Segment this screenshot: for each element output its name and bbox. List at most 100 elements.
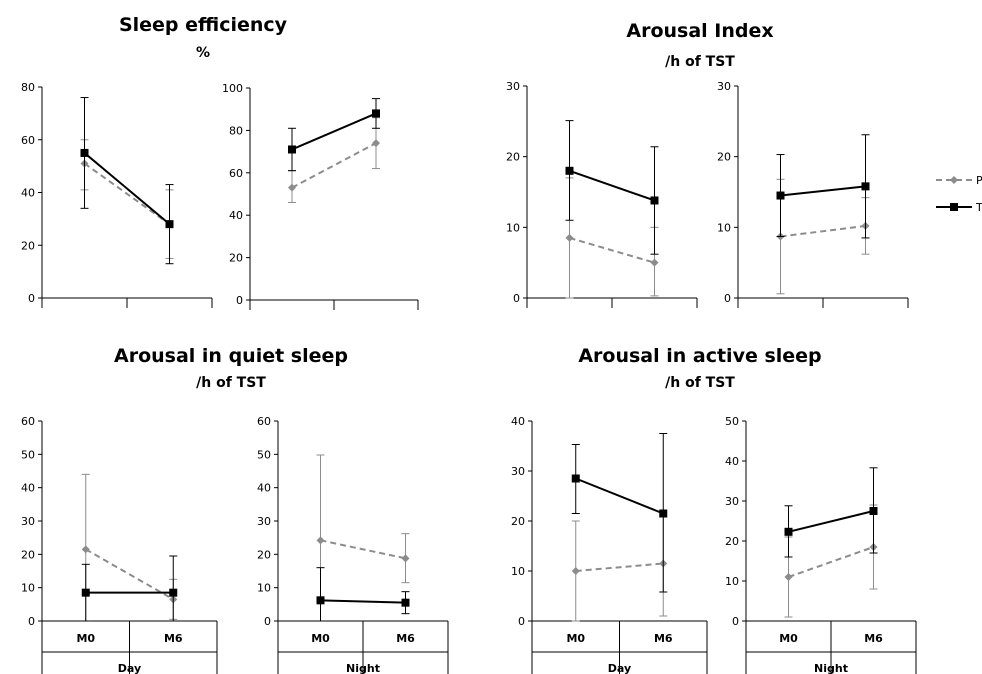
series-P — [316, 454, 410, 622]
group-label: Night — [346, 662, 380, 674]
legend: PT — [936, 174, 982, 214]
series-P — [81, 473, 178, 622]
panel-title-arousal-index: Arousal Index — [626, 20, 773, 42]
chart-7: 0 10 20 30 40 M0 M6 Day — [511, 415, 708, 674]
series-P — [565, 177, 659, 299]
data-point — [776, 191, 785, 200]
chart-2: 0 20 40 60 80 100 — [222, 82, 419, 310]
chart-5: 0 10 20 30 40 50 60 M0 M6 Day — [21, 415, 218, 674]
data-point — [571, 567, 580, 575]
data-point — [784, 527, 793, 536]
legend-swatch-marker — [950, 176, 958, 184]
data-point — [165, 220, 174, 229]
series-line — [83, 152, 171, 225]
y-tick-label: 30 — [257, 515, 271, 528]
series-line — [291, 112, 377, 151]
y-tick-label: 30 — [511, 465, 525, 478]
data-point — [81, 545, 90, 554]
x-tick-label: M6 — [396, 632, 415, 645]
y-tick-label: 20 — [511, 515, 525, 528]
series-line — [291, 142, 377, 189]
x-tick-label: M0 — [566, 632, 585, 645]
series-line — [569, 169, 655, 202]
data-point — [861, 182, 870, 191]
chart-6: 0 10 20 30 40 50 60 M0 M6 Night — [257, 415, 449, 674]
data-point — [80, 148, 89, 157]
data-point — [650, 258, 659, 267]
data-point — [565, 166, 574, 175]
series-T — [571, 433, 668, 593]
y-tick-label: 0 — [732, 615, 739, 628]
panel-title-arousal-quiet-sleep: Arousal in quiet sleep — [114, 345, 348, 367]
y-tick-label: 0 — [724, 292, 731, 305]
y-tick-label: 20 — [257, 548, 271, 561]
group-label: Night — [814, 662, 848, 674]
data-point — [650, 196, 659, 205]
series-line — [85, 548, 174, 601]
y-tick-label: 40 — [725, 455, 739, 468]
series-P — [776, 178, 870, 295]
series-T — [316, 567, 410, 622]
x-tick-label: M6 — [164, 632, 183, 645]
y-tick-label: 60 — [21, 134, 35, 147]
panel-subtitle-arousal-index: /h of TST — [665, 54, 735, 70]
y-tick-label: 20 — [21, 548, 35, 561]
series-T — [784, 467, 878, 558]
chart-8: 0 10 20 30 40 50 M0 M6 Night — [725, 415, 917, 674]
data-point — [372, 139, 380, 148]
data-point — [316, 596, 325, 605]
y-tick-label: 0 — [513, 292, 520, 305]
data-point — [372, 109, 380, 118]
series-line — [788, 510, 874, 533]
data-point — [401, 598, 410, 607]
legend-entry-P: P — [936, 174, 982, 187]
data-point — [571, 474, 580, 483]
y-tick-label: 40 — [257, 482, 271, 495]
series-line — [320, 599, 406, 604]
group-label: Day — [118, 662, 141, 674]
y-tick-label: 0 — [518, 615, 525, 628]
plots: 0204060800204060801000102030010203001020… — [21, 80, 917, 674]
y-tick-label: 60 — [229, 167, 243, 180]
y-tick-label: 30 — [506, 80, 520, 93]
chart-4: 0 10 20 30 — [717, 80, 909, 308]
series-line — [575, 477, 664, 515]
group-label: Day — [608, 662, 631, 674]
y-tick-label: 40 — [229, 209, 243, 222]
y-tick-label: 40 — [511, 415, 525, 428]
legend-label: P — [976, 174, 982, 187]
error-bar — [169, 555, 178, 622]
series-P — [80, 139, 174, 259]
data-point — [288, 183, 296, 192]
data-point — [565, 233, 574, 242]
error-bar — [316, 567, 325, 622]
x-tick-label: M0 — [311, 632, 330, 645]
y-tick-label: 40 — [21, 482, 35, 495]
chart-1: 0 20 40 60 80 — [21, 81, 213, 308]
y-tick-label: 10 — [511, 565, 525, 578]
y-tick-label: 30 — [21, 515, 35, 528]
panel-subtitle-arousal-quiet-sleep: /h of TST — [196, 375, 266, 391]
series-T — [81, 555, 178, 622]
y-tick-label: 50 — [21, 448, 35, 461]
chart-3: 0 10 20 30 — [506, 80, 698, 308]
x-tick-label: M6 — [654, 632, 673, 645]
y-tick-label: 100 — [222, 82, 243, 95]
y-tick-label: 0 — [28, 615, 35, 628]
data-point — [784, 573, 793, 581]
y-tick-label: 20 — [506, 151, 520, 164]
y-tick-label: 30 — [725, 495, 739, 508]
panel-title-arousal-active-sleep: Arousal in active sleep — [578, 345, 821, 367]
y-tick-label: 50 — [725, 415, 739, 428]
y-tick-label: 20 — [229, 252, 243, 265]
y-tick-label: 10 — [717, 221, 731, 234]
legend-swatch-marker — [950, 203, 958, 211]
y-tick-label: 0 — [28, 292, 35, 305]
data-point — [316, 536, 325, 545]
panel-titles: Sleep efficiency % Arousal Index /h of T… — [114, 14, 822, 391]
y-tick-label: 80 — [229, 124, 243, 137]
y-tick-label: 20 — [725, 535, 739, 548]
panel-subtitle-arousal-active-sleep: /h of TST — [665, 375, 735, 391]
y-tick-label: 60 — [21, 415, 35, 428]
